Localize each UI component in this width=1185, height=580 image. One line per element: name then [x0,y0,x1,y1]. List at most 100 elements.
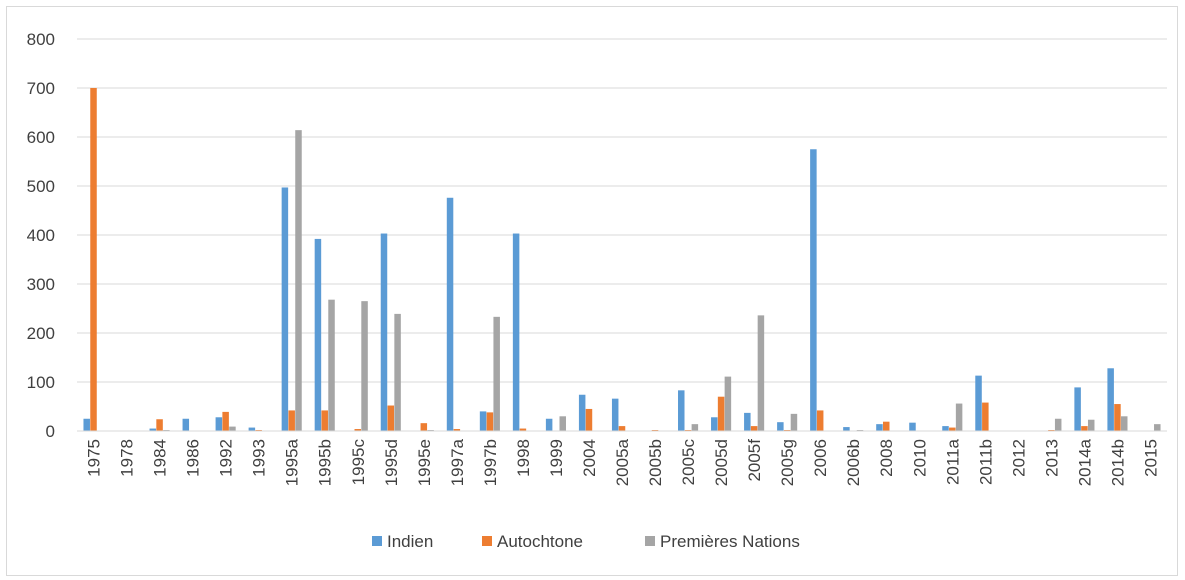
bar-indien-2005f [744,412,751,431]
bar-premières-nations-2015 [1154,424,1161,431]
bar-autochtone-2005d [717,396,725,431]
bar-indien-1984 [149,428,157,431]
x-tick-label: 1995a [283,438,302,486]
bar-premières-nations-2014a [1087,419,1095,431]
bar-premières-nations-2014b [1121,416,1128,431]
bar-premières-nations-2005d [724,376,732,431]
x-tick-label: 2010 [910,439,929,477]
bar-indien-2006 [810,149,817,431]
bars [83,88,1161,431]
bar-autochtone-1995b [321,410,328,431]
x-tick-label: 1975 [85,439,104,477]
bar-premières-nations-2005c [691,424,699,431]
bar-indien-1998 [512,233,520,431]
x-tick-label: 1997b [481,439,500,486]
x-tick-label: 2011b [976,439,995,485]
bar-autochtone-2006 [816,410,824,431]
legend-label: Autochtone [497,532,583,551]
x-tick-label: 2006 [811,439,830,477]
bar-premières-nations-2005g [790,413,798,431]
bar-indien-1997a [446,197,454,431]
x-tick-label: 2004 [580,439,599,477]
chart-container: 0 100 200 300 400 500 600 700 800 1975 1978 1984 19… [6,6,1178,576]
x-tick-label: 2012 [1009,439,1028,477]
x-tick-label: 2005d [712,439,731,486]
legend-swatch [482,536,492,546]
x-tick-label: 1995e [415,439,434,486]
bar-premières-nations-1992 [229,426,236,431]
bar-indien-2010 [909,422,916,431]
bar-indien-2014a [1074,387,1081,431]
legend-swatch [372,536,382,546]
y-tick-label: 700 [27,79,55,98]
bar-autochtone-2014b [1114,404,1121,431]
bar-indien-2005g [777,422,784,431]
bar-premières-nations-2005f [757,315,765,431]
legend-label: Indien [387,532,433,551]
bar-indien-1986 [182,418,190,431]
bar-autochtone-2004 [585,408,593,431]
bar-premières-nations-1995a [295,130,302,431]
y-axis-tick-labels: 0 100 200 300 400 500 600 700 800 [27,30,55,441]
x-tick-label: 1986 [184,439,203,477]
y-tick-label: 0 [46,422,55,441]
x-tick-label: 1997a [448,438,467,486]
y-tick-label: 500 [27,177,55,196]
bar-indien-1999 [545,418,553,431]
bar-indien-1993 [248,427,256,431]
bar-autochtone-1995a [288,410,295,431]
bar-premières-nations-1999 [559,416,566,431]
bar-indien-1975 [83,418,90,431]
x-tick-label: 1999 [547,439,566,477]
bar-indien-2005a [611,398,619,431]
bar-premières-nations-1997b [493,316,500,431]
x-tick-label: 1992 [217,439,236,477]
y-tick-label: 800 [27,30,55,49]
bar-autochtone-1998 [519,428,527,431]
x-tick-label: 2011a [943,438,962,485]
bar-autochtone-1975 [90,88,97,431]
gridlines [77,38,1167,383]
bar-autochtone-1997b [486,412,494,431]
bar-autochtone-2008 [882,421,890,431]
x-tick-label: 1998 [514,439,533,477]
bar-indien-1992 [215,417,223,431]
bar-indien-2008 [876,424,883,431]
x-tick-label: 2005f [745,439,764,482]
bar-premières-nations-1995d [394,313,401,431]
bar-premières-nations-1995b [328,299,335,431]
x-axis-tick-labels: 1975 1978 1984 1986 1992 1993 1995a 1995b 1995c 1… [85,438,1161,486]
x-tick-label: 1995b [316,439,335,486]
x-tick-label: 2015 [1141,439,1160,477]
bar-indien-2014b [1107,368,1114,431]
x-tick-label: 2006b [844,439,863,486]
bar-indien-2006b [843,427,850,431]
legend-label: Premières Nations [660,532,800,551]
x-tick-label: 2008 [877,439,896,477]
x-tick-label: 2005b [646,439,665,486]
y-tick-label: 200 [27,324,55,343]
bar-autochtone-1995d [387,405,395,431]
bar-premières-nations-2013 [1054,418,1062,431]
bar-autochtone-1984 [156,419,163,431]
bar-indien-1995d [380,233,388,431]
bar-indien-2011a [942,426,949,431]
bar-autochtone-2005a [618,426,626,431]
bar-indien-2011b [975,375,982,431]
bar-indien-1995b [314,238,322,431]
bar-autochtone-2005f [750,426,758,431]
x-tick-label: 2005a [613,438,632,486]
x-tick-label: 1978 [118,439,137,477]
legend: Indien Autochtone Premières Nations [372,532,800,551]
x-tick-label: 2005g [778,439,797,486]
bar-autochtone-1992 [222,411,229,431]
y-tick-label: 600 [27,128,55,147]
y-tick-label: 400 [27,226,55,245]
bar-autochtone-1995e [420,423,428,431]
bar-premières-nations-1995c [361,301,368,431]
bar-indien-1995a [281,187,289,431]
bar-autochtone-2014a [1081,426,1088,431]
x-tick-label: 1995c [349,439,368,486]
bar-indien-1997b [479,411,487,431]
